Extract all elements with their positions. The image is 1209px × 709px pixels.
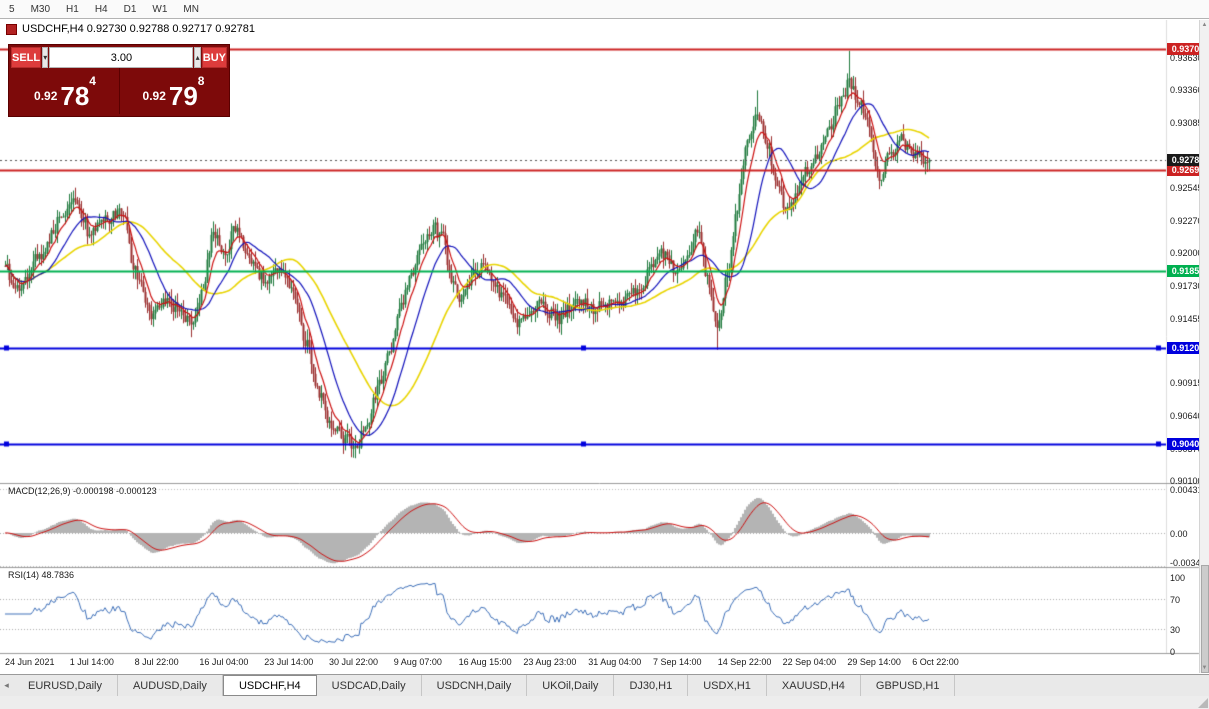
chart-tab-xauusd[interactable]: XAUUSD,H4 [767,675,861,696]
status-bar [0,696,1209,709]
buy-price[interactable]: 0.92 79 8 [119,68,227,114]
caret-up-icon: ▴ [195,53,200,62]
volume-increase-button[interactable]: ▴ [194,47,201,68]
timeframe-button-m30[interactable]: M30 [30,3,51,15]
timeframe-button-h4[interactable]: H4 [94,3,108,15]
timeframe-toolbar: 5 M30 H1 H4 D1 W1 MN [0,0,1209,19]
buy-button[interactable]: BUY [201,47,227,68]
sell-price-sup: 4 [89,74,96,88]
resize-grip[interactable] [1198,698,1208,708]
chart-tab-bar: ◂ EURUSD,Daily AUDUSD,Daily USDCHF,H4 USDCA… [0,674,1209,696]
buy-price-sup: 8 [197,74,205,88]
buy-price-prefix: 0.92 [142,89,166,103]
timeframe-button-5[interactable]: 5 [9,3,15,15]
price-chart-canvas[interactable] [0,20,1209,673]
timeframe-button-d1[interactable]: D1 [123,3,137,15]
tab-scroll-left-icon[interactable]: ◂ [4,680,9,690]
volume-input[interactable] [49,47,194,68]
chart-title-row: USDCHF,H4 0.92730 0.92788 0.92717 0.9278… [6,23,255,35]
trade-panel-prices: 0.92 78 4 0.92 79 8 [11,68,227,114]
chart-tab-dj30[interactable]: DJ30,H1 [614,675,689,696]
scrollbar-thumb[interactable] [1201,565,1209,673]
chart-tab-eurusd[interactable]: EURUSD,Daily [13,675,118,696]
scroll-down-icon[interactable]: ▼ [1201,665,1208,671]
sell-button[interactable]: SELL [11,47,42,68]
chart-tab-usdcnh[interactable]: USDCNH,Daily [422,675,528,696]
scroll-up-icon[interactable]: ▲ [1201,22,1208,28]
chart-tab-ukoil[interactable]: UKOil,Daily [527,675,615,696]
volume-decrease-button[interactable]: ▾ [42,47,49,68]
one-click-trading-panel: SELL ▾ ▴ BUY 0.92 78 4 0.92 79 8 [8,44,230,117]
buy-price-big: 79 [168,81,198,111]
chart-tab-usdcad[interactable]: USDCAD,Daily [317,675,422,696]
trade-panel-controls: SELL ▾ ▴ BUY [11,47,227,68]
chart-tab-usdx[interactable]: USDX,H1 [688,675,767,696]
timeframe-button-h1[interactable]: H1 [66,3,79,15]
chart-tab-audusd[interactable]: AUDUSD,Daily [118,675,223,696]
timeframe-button-w1[interactable]: W1 [152,3,168,15]
chart-title-ohlc: USDCHF,H4 0.92730 0.92788 0.92717 0.9278… [22,23,256,35]
timeframe-button-mn[interactable]: MN [183,3,199,15]
chart-tab-gbpusd[interactable]: GBPUSD,H1 [861,675,956,696]
chart-window-icon [6,23,17,35]
vertical-scrollbar[interactable]: ▲ ▼ [1199,20,1209,673]
sell-price[interactable]: 0.92 78 4 [11,68,119,114]
sell-price-big: 78 [60,81,90,111]
chart-tab-usdchf[interactable]: USDCHF,H4 [222,675,317,696]
sell-price-prefix: 0.92 [34,89,58,103]
caret-down-icon: ▾ [43,53,48,62]
